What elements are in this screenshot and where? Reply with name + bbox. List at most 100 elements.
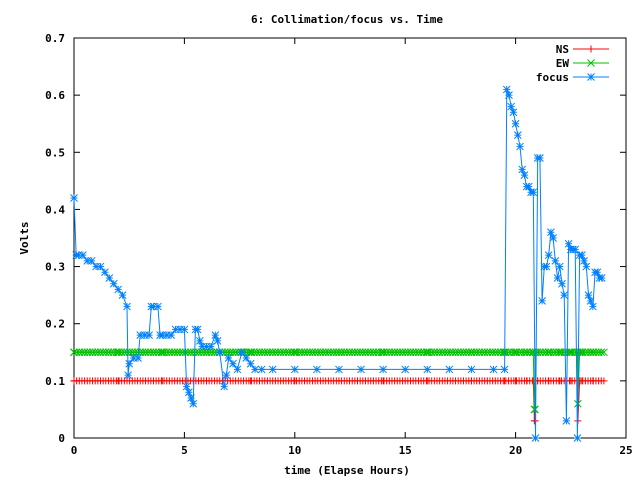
data-point-focus bbox=[171, 325, 180, 334]
data-point-focus bbox=[542, 262, 551, 271]
data-point-focus bbox=[531, 434, 540, 442]
data-point-focus bbox=[560, 291, 569, 299]
data-point-focus bbox=[268, 365, 277, 374]
data-point-focus bbox=[222, 371, 231, 379]
data-point-focus bbox=[520, 171, 529, 179]
data-point-focus bbox=[198, 342, 206, 351]
data-point-focus bbox=[401, 365, 410, 374]
y-tick-label: 0.7 bbox=[45, 32, 65, 45]
data-point-focus bbox=[189, 399, 198, 408]
data-point-focus bbox=[220, 382, 228, 391]
data-point-focus bbox=[538, 297, 546, 305]
data-point-focus bbox=[118, 291, 127, 299]
data-point-focus bbox=[597, 274, 606, 282]
data-point-focus bbox=[202, 342, 211, 351]
data-point-focus bbox=[379, 365, 387, 374]
data-point-focus bbox=[577, 251, 586, 259]
data-point-focus bbox=[145, 331, 153, 339]
data-point-focus bbox=[224, 354, 233, 362]
y-tick-label: 0.5 bbox=[45, 146, 65, 159]
data-point-focus bbox=[580, 257, 588, 265]
legend-marker-ew bbox=[587, 59, 595, 67]
data-point-focus bbox=[571, 245, 580, 254]
data-point-focus bbox=[149, 302, 158, 311]
data-point-focus bbox=[134, 354, 142, 362]
data-point-focus bbox=[553, 274, 562, 282]
data-point-ns bbox=[597, 377, 605, 385]
data-point-focus bbox=[78, 251, 87, 259]
data-point-focus bbox=[242, 354, 251, 362]
data-point-focus bbox=[182, 382, 191, 391]
x-axis-label: time (Elapse Hours) bbox=[284, 464, 410, 477]
x-tick-label: 0 bbox=[71, 444, 78, 457]
data-point-focus bbox=[536, 154, 544, 162]
data-point-ew bbox=[525, 348, 534, 357]
y-tick-label: 0.1 bbox=[45, 375, 65, 388]
data-point-focus bbox=[500, 365, 509, 374]
x-tick-label: 15 bbox=[399, 444, 412, 457]
data-point-ew bbox=[597, 348, 606, 357]
data-point-focus bbox=[313, 365, 321, 374]
data-point-focus bbox=[582, 262, 591, 271]
data-point-focus bbox=[290, 365, 299, 374]
data-point-focus bbox=[140, 331, 149, 339]
data-point-focus bbox=[564, 239, 573, 248]
data-point-focus bbox=[558, 279, 566, 288]
data-point-focus bbox=[207, 342, 215, 351]
x-tick-label: 10 bbox=[288, 444, 301, 457]
data-point-focus bbox=[589, 302, 597, 311]
data-point-focus bbox=[211, 331, 220, 339]
data-point-focus bbox=[129, 354, 138, 362]
data-point-focus bbox=[158, 331, 167, 339]
data-point-focus bbox=[74, 251, 83, 259]
data-point-focus bbox=[176, 325, 184, 334]
data-point-focus bbox=[167, 331, 176, 339]
data-point-focus bbox=[92, 262, 100, 271]
data-point-ew bbox=[594, 348, 603, 357]
data-point-focus bbox=[357, 365, 365, 374]
data-point-focus bbox=[509, 108, 518, 117]
data-point-focus bbox=[423, 365, 432, 374]
x-tick-label: 5 bbox=[181, 444, 188, 457]
data-point-focus bbox=[335, 365, 343, 374]
data-point-focus bbox=[123, 302, 131, 311]
data-point-focus bbox=[467, 365, 476, 374]
data-point-focus bbox=[549, 234, 557, 242]
data-point-focus bbox=[114, 285, 123, 294]
data-point-focus bbox=[516, 142, 524, 151]
data-point-focus bbox=[489, 365, 498, 374]
data-point-focus bbox=[154, 302, 162, 311]
series-line-focus bbox=[73, 89, 602, 439]
data-point-focus bbox=[162, 331, 171, 339]
data-point-focus bbox=[229, 359, 237, 368]
legend-marker-ns bbox=[587, 45, 595, 53]
data-point-focus bbox=[196, 337, 204, 345]
data-point-focus bbox=[547, 228, 555, 237]
data-point-focus bbox=[502, 85, 511, 94]
data-point-focus bbox=[187, 394, 195, 402]
data-point-focus bbox=[257, 365, 266, 374]
y-tick-label: 0.2 bbox=[45, 318, 65, 331]
data-point-focus bbox=[124, 371, 132, 379]
data-point-focus bbox=[213, 337, 222, 345]
data-point-focus bbox=[70, 194, 78, 202]
data-point-focus bbox=[237, 348, 246, 357]
data-point-focus bbox=[87, 257, 96, 265]
data-point-focus bbox=[518, 165, 527, 174]
data-point-focus bbox=[511, 119, 520, 128]
y-tick-label: 0.6 bbox=[45, 89, 65, 102]
x-tick-label: 20 bbox=[509, 444, 522, 457]
data-point-focus bbox=[215, 348, 224, 357]
data-point-focus bbox=[136, 331, 145, 339]
data-point-focus bbox=[529, 188, 538, 197]
data-point-focus bbox=[125, 359, 134, 368]
data-point-focus bbox=[593, 268, 602, 277]
legend-label-focus: focus bbox=[536, 71, 569, 84]
y-tick-label: 0.4 bbox=[45, 203, 65, 216]
data-point-focus bbox=[524, 182, 533, 191]
legend-label-ns: NS bbox=[556, 43, 569, 56]
data-point-focus bbox=[96, 262, 105, 271]
series-line-ns bbox=[74, 380, 604, 421]
